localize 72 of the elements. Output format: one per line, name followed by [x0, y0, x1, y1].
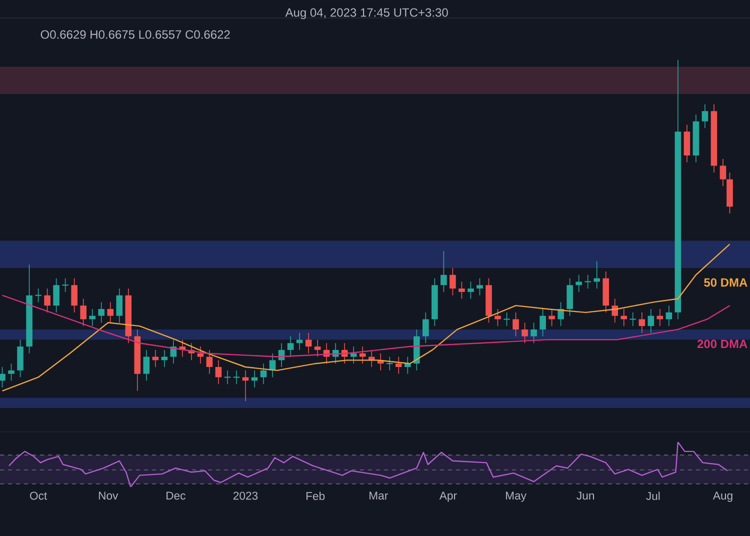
candlestick — [440, 250, 447, 292]
candlestick — [107, 302, 114, 324]
candlestick — [684, 124, 690, 163]
candlestick — [305, 332, 312, 354]
candlestick — [612, 298, 618, 324]
candlestick — [251, 370, 258, 388]
candlestick — [80, 298, 86, 326]
candlestick — [232, 370, 240, 384]
candlestick — [287, 336, 294, 358]
candlestick — [116, 288, 123, 324]
x-tick-label: Mar — [370, 492, 388, 500]
candlestick — [629, 312, 637, 326]
candlestick — [702, 104, 708, 129]
candlestick — [594, 260, 600, 289]
candlestick — [422, 312, 429, 344]
candlestick — [359, 346, 366, 364]
candlestick — [8, 363, 14, 382]
x-tick-label: Dec — [166, 492, 186, 500]
candlestick — [494, 308, 501, 326]
candlestick — [476, 278, 483, 296]
text: Aug 04, 2023 17:45 UTC+3:30 — [285, 8, 448, 20]
candlestick — [638, 312, 646, 334]
candlestick — [620, 308, 628, 326]
text: O0.6629 H0.6675 L0.6557 C0.6622 — [40, 30, 230, 39]
candlestick — [540, 308, 546, 337]
candlestick — [89, 308, 96, 326]
candlestick — [17, 339, 24, 378]
candlestick — [576, 274, 582, 292]
x-tick-label: 2023 — [233, 492, 258, 500]
candlestick — [530, 322, 537, 344]
candlestick — [566, 278, 573, 316]
x-tick-label: Jun — [576, 492, 594, 500]
candlestick — [0, 366, 6, 388]
x-tick-label: May — [506, 492, 526, 502]
x-tick-label: Apr — [439, 492, 457, 502]
candlestick — [224, 370, 232, 384]
series-label: 50 DMA — [704, 278, 748, 287]
candlestick — [512, 312, 519, 337]
candlestick — [34, 288, 42, 303]
candlestick — [468, 281, 474, 300]
candlestick — [548, 308, 555, 326]
x-tick-label: Nov — [98, 492, 118, 500]
candlestick — [242, 370, 249, 402]
candlestick — [350, 346, 357, 364]
x-tick-label: Jul — [646, 492, 660, 500]
candlestick — [314, 339, 321, 358]
candlestick — [503, 312, 510, 326]
candlestick — [215, 360, 222, 384]
candlestick — [206, 350, 213, 374]
candlestick — [296, 332, 303, 350]
candlestick — [386, 356, 394, 371]
candlestick — [648, 308, 654, 334]
candlestick — [666, 305, 672, 326]
x-tick-label: Aug — [712, 492, 732, 502]
candlestick — [44, 288, 50, 313]
candlestick — [98, 302, 105, 324]
x-tick-label: Feb — [306, 492, 325, 500]
candlestick — [404, 356, 411, 374]
candlestick — [522, 322, 528, 344]
series-label: 200 DMA — [697, 340, 748, 348]
candlestick — [71, 278, 78, 313]
candlestick — [260, 363, 267, 384]
candlestick — [720, 158, 726, 187]
candlestick — [62, 278, 70, 292]
candlestick — [584, 274, 592, 289]
candlestick — [450, 268, 456, 296]
candlestick — [458, 281, 465, 300]
candlestick — [53, 278, 60, 313]
candlestick — [396, 356, 402, 374]
candlestick — [143, 350, 150, 382]
x-tick-label: Oct — [30, 492, 48, 500]
candlestick — [197, 346, 204, 364]
